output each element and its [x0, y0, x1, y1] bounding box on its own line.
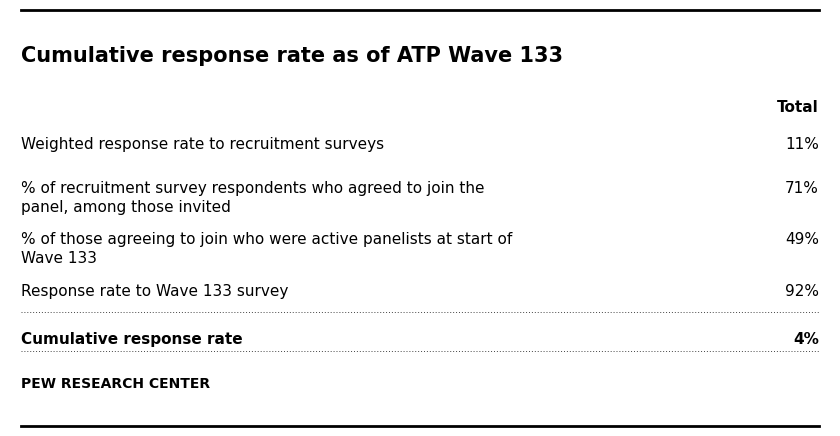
Text: 49%: 49%: [785, 232, 819, 247]
Text: PEW RESEARCH CENTER: PEW RESEARCH CENTER: [21, 377, 210, 391]
Text: Response rate to Wave 133 survey: Response rate to Wave 133 survey: [21, 284, 288, 299]
Text: 71%: 71%: [785, 181, 819, 196]
Text: 4%: 4%: [793, 332, 819, 347]
Text: Weighted response rate to recruitment surveys: Weighted response rate to recruitment su…: [21, 137, 384, 152]
Text: Cumulative response rate as of ATP Wave 133: Cumulative response rate as of ATP Wave …: [21, 46, 563, 66]
Text: Cumulative response rate: Cumulative response rate: [21, 332, 243, 347]
Text: 92%: 92%: [785, 284, 819, 299]
Text: % of those agreeing to join who were active panelists at start of
Wave 133: % of those agreeing to join who were act…: [21, 232, 512, 266]
Text: 11%: 11%: [785, 137, 819, 152]
Text: Total: Total: [777, 100, 819, 115]
Text: % of recruitment survey respondents who agreed to join the
panel, among those in: % of recruitment survey respondents who …: [21, 181, 485, 215]
